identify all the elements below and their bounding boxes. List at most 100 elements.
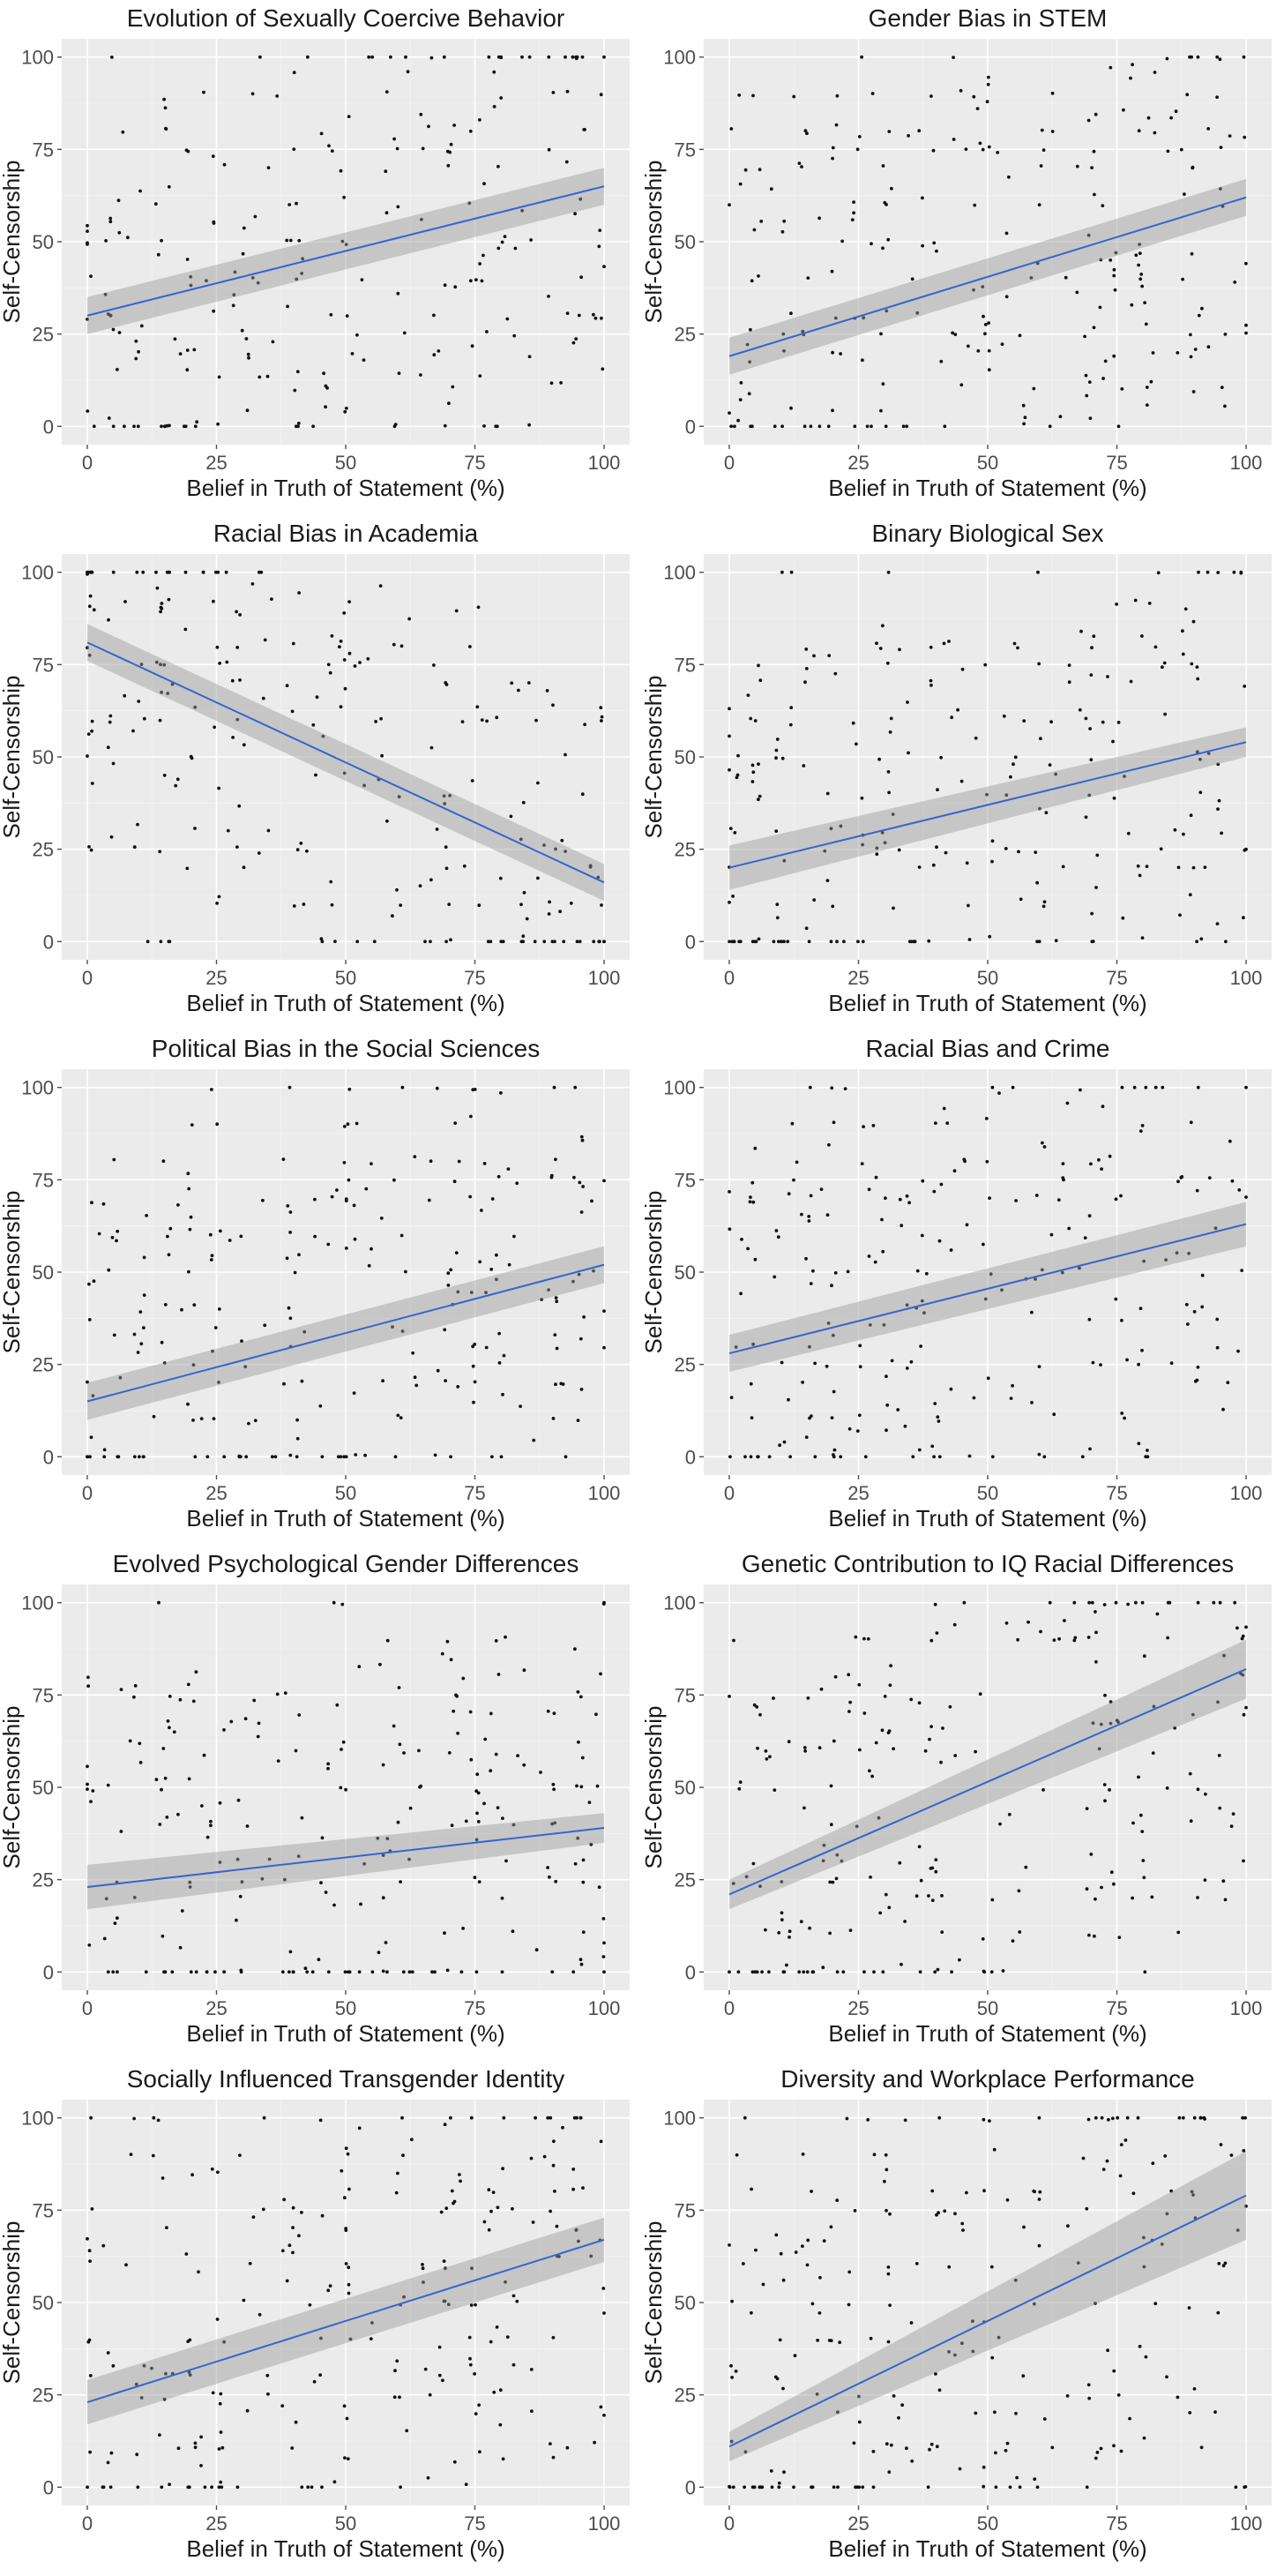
data-point	[332, 1903, 336, 1907]
data-point	[242, 743, 246, 747]
data-point	[601, 1917, 606, 1921]
data-point	[1166, 1636, 1169, 1640]
data-point	[1086, 118, 1091, 123]
data-point	[750, 780, 755, 783]
data-point	[758, 794, 762, 798]
data-point	[443, 1931, 446, 1936]
data-point	[280, 1970, 285, 1974]
data-point	[511, 2294, 516, 2298]
data-point	[218, 1861, 222, 1864]
data-point	[1226, 1381, 1230, 1385]
data-point	[216, 2170, 220, 2175]
data-point	[293, 388, 297, 393]
data-point	[295, 277, 299, 281]
x-tick-label: 25	[847, 2512, 869, 2535]
data-point	[419, 112, 423, 116]
data-point	[295, 201, 298, 206]
data-point	[1186, 1322, 1190, 1326]
data-point	[1080, 1455, 1085, 1459]
data-point	[212, 221, 216, 225]
data-point	[322, 371, 325, 376]
data-point	[266, 166, 271, 170]
data-point	[930, 2189, 935, 2193]
data-point	[551, 2163, 556, 2168]
data-point	[402, 1751, 406, 1755]
data-point	[1011, 1085, 1015, 1090]
data-point	[418, 1785, 422, 1789]
data-point	[444, 866, 449, 871]
data-point	[449, 1658, 453, 1662]
data-point	[807, 1219, 811, 1223]
data-point	[949, 1387, 953, 1391]
data-point	[751, 770, 756, 775]
data-point	[86, 754, 89, 758]
data-point	[1220, 386, 1224, 390]
data-point	[474, 2303, 477, 2307]
data-point	[504, 1859, 508, 1863]
data-point	[1040, 1268, 1044, 1272]
data-point	[294, 1749, 298, 1753]
data-point	[930, 1444, 935, 1449]
data-point	[738, 1780, 743, 1784]
data-point	[1024, 1865, 1028, 1869]
data-point	[753, 1257, 758, 1262]
data-point	[326, 663, 331, 667]
data-point	[886, 570, 891, 574]
data-point	[203, 2485, 207, 2490]
data-point	[265, 2373, 270, 2378]
data-point	[158, 2433, 161, 2437]
data-point	[1114, 1600, 1118, 1605]
data-point	[753, 1970, 758, 1974]
data-point	[764, 1749, 768, 1753]
data-point	[788, 1455, 792, 1459]
data-point	[882, 1323, 886, 1327]
data-point	[1090, 646, 1094, 650]
data-point	[592, 940, 596, 944]
data-point	[305, 1970, 310, 1974]
data-point	[192, 348, 197, 352]
data-point	[474, 1838, 479, 1842]
data-point	[1143, 1970, 1147, 1974]
data-point	[439, 2210, 444, 2214]
data-point	[817, 424, 822, 429]
data-point	[1206, 752, 1211, 755]
data-point	[885, 2208, 888, 2213]
data-point	[967, 938, 972, 941]
data-point	[799, 1920, 803, 1924]
data-point	[920, 1233, 924, 1238]
data-point	[1094, 1659, 1098, 1664]
data-point	[601, 1955, 606, 1958]
data-point	[235, 1918, 238, 1922]
data-point	[1133, 598, 1138, 603]
x-tick-label: 0	[82, 1482, 93, 1504]
data-point	[452, 124, 456, 127]
data-point	[185, 348, 190, 352]
data-point	[1037, 2198, 1041, 2201]
x-tick-label: 25	[847, 967, 869, 989]
data-point	[202, 1753, 206, 1757]
x-tick-label: 0	[724, 1482, 735, 1504]
data-point	[1213, 1226, 1218, 1231]
data-point	[861, 358, 864, 363]
x-tick-label: 50	[335, 452, 356, 474]
data-point	[960, 667, 965, 671]
data-point	[855, 1429, 860, 1433]
data-point	[449, 2115, 452, 2120]
data-point	[519, 1404, 522, 1408]
data-point	[1099, 258, 1103, 262]
data-point	[870, 92, 875, 95]
data-point	[1137, 1775, 1140, 1779]
data-point	[574, 337, 579, 341]
data-point	[780, 1918, 784, 1921]
data-point	[399, 644, 404, 648]
data-point	[317, 1958, 321, 1962]
data-point	[578, 940, 582, 944]
data-point	[478, 374, 482, 378]
data-point	[885, 661, 890, 665]
data-point	[195, 420, 199, 424]
data-point	[494, 1639, 498, 1643]
data-point	[1085, 1887, 1089, 1891]
data-point	[288, 1316, 293, 1321]
data-point	[972, 94, 976, 99]
